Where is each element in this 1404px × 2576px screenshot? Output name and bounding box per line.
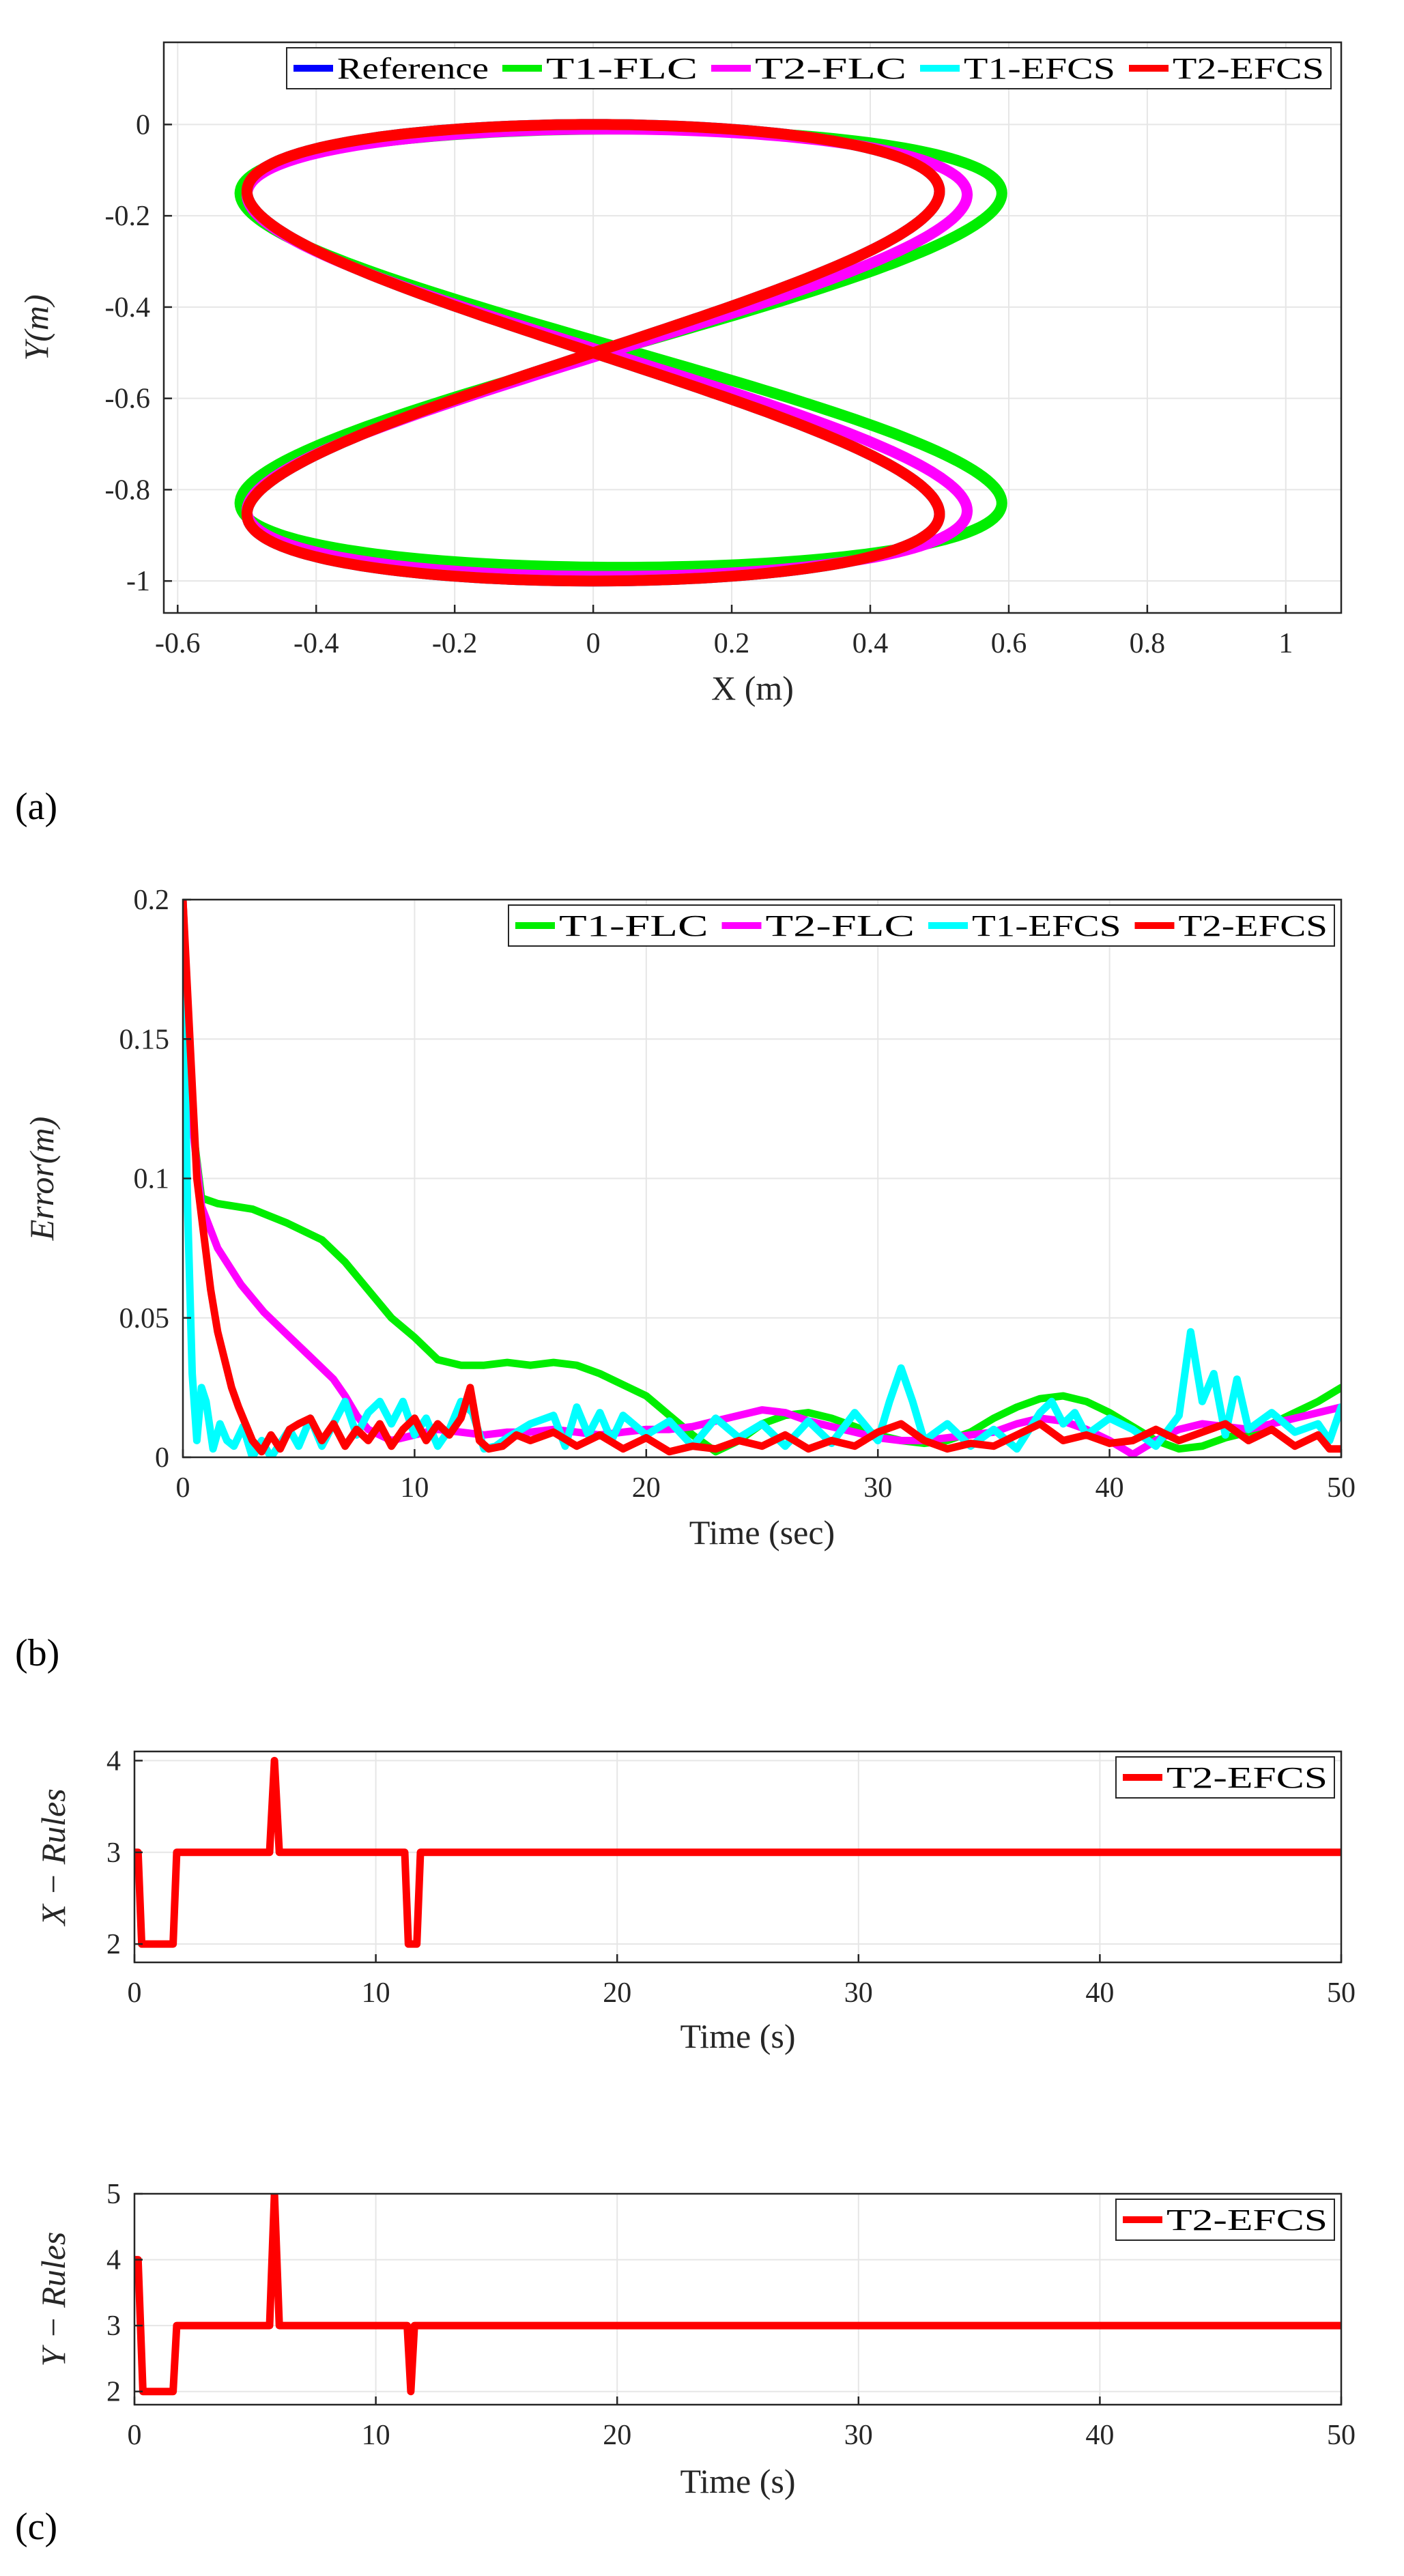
legend-label-t1-flc: T1-FLC	[546, 52, 698, 85]
error-x-axis-label: Time (sec)	[689, 1513, 835, 1551]
y-tick-label: 0.1	[134, 1164, 170, 1195]
y-tick-label: 0.05	[119, 1303, 170, 1334]
panel-label-c: (c)	[15, 2506, 57, 2548]
x-tick-label: 50	[1327, 2420, 1356, 2451]
y-tick-label: 3	[106, 2310, 121, 2342]
y-tick-label: 0	[136, 109, 150, 141]
y-tick-label: -1	[126, 566, 150, 597]
y-tick-label: 3	[106, 1837, 121, 1869]
y-rules-x-axis-label: Time (s)	[680, 2462, 795, 2500]
legend-label-reference: Reference	[337, 52, 489, 85]
x-tick-label: 30	[844, 1977, 873, 2009]
x-tick-label: 50	[1327, 1472, 1356, 1504]
y-tick-label: 4	[106, 2245, 121, 2276]
x-tick-label: 0	[176, 1472, 190, 1504]
x-tick-label: 0	[128, 1977, 142, 2009]
y-rules-legend: T2-EFCS	[1116, 2199, 1334, 2240]
legend-label-t2-flc: T2-FLC	[755, 52, 906, 85]
x-tick-label: 20	[603, 1977, 631, 2009]
trajectory-x-axis-label: X (m)	[711, 669, 794, 707]
x-tick-label: -0.2	[432, 628, 478, 659]
error-y-axis-label: Error(m)	[23, 1117, 61, 1241]
x-tick-label: 0	[128, 2420, 142, 2451]
y-tick-label: -0.2	[105, 201, 151, 232]
panel-label-b: (b)	[15, 1632, 59, 1674]
figure-canvas: (a) (b) (c) -0.6 -0.4 -0.2 0 0.2 0.4 0.6 0.8 10-…	[0, 0, 1404, 2576]
x-tick-label: 40	[1085, 2420, 1114, 2451]
x-tick-label: 10	[400, 1472, 429, 1504]
trajectory-y-axis-label: Y(m)	[17, 294, 55, 360]
x-tick-label: 0.4	[853, 628, 889, 659]
x-rules-y-axis-label: X − Rules	[34, 1788, 72, 1926]
y-tick-label: 5	[106, 2179, 121, 2210]
x-tick-label: 0.2	[714, 628, 750, 659]
x-tick-label: 0.8	[1130, 628, 1166, 659]
y-tick-label: -0.6	[105, 384, 151, 415]
legend-label-t1-efcs: T1-EFCS	[964, 52, 1115, 85]
x-tick-label: 20	[603, 2420, 631, 2451]
x-tick-label: 30	[863, 1472, 892, 1504]
legend-label-t2-flc: T2-FLC	[766, 909, 915, 943]
y-tick-label: 2	[106, 2377, 121, 2408]
legend-label-t2-efcs: T2-EFCS	[1179, 909, 1328, 943]
x-tick-label: 10	[362, 1977, 390, 2009]
error-legend: T1-FLC T2-FLC T1-EFCS T2-EFCS	[508, 905, 1334, 946]
y-tick-label: 4	[106, 1745, 121, 1777]
x-rules-legend: T2-EFCS	[1116, 1757, 1334, 1798]
x-rules-x-axis-label: Time (s)	[680, 2017, 795, 2055]
legend-label-t2-efcs: T2-EFCS	[1166, 2203, 1328, 2237]
legend-label-t2-efcs: T2-EFCS	[1173, 52, 1324, 85]
y-tick-label: 0.15	[119, 1024, 170, 1055]
x-tick-label: 10	[362, 2420, 390, 2451]
y-tick-label: 2	[106, 1929, 121, 1960]
x-tick-label: 0	[586, 628, 601, 659]
x-tick-label: 40	[1095, 1472, 1124, 1504]
x-tick-label: -0.4	[293, 628, 339, 659]
x-tick-label: 1	[1278, 628, 1293, 659]
legend-label-t1-flc: T1-FLC	[559, 909, 708, 943]
panel-label-a: (a)	[15, 786, 57, 828]
x-tick-label: -0.6	[155, 628, 201, 659]
y-rules-y-axis-label: Y − Rules	[34, 2232, 72, 2367]
x-tick-label: 0.6	[991, 628, 1027, 659]
y-tick-label: 0	[155, 1442, 169, 1474]
legend-label-t1-efcs: T1-EFCS	[972, 909, 1121, 943]
y-tick-label: 0.2	[134, 885, 170, 916]
x-tick-label: 50	[1327, 1977, 1356, 2009]
x-tick-label: 20	[632, 1472, 661, 1504]
trajectory-legend: Reference T1-FLC T2-FLC T1-EFCS T2-EFCS	[287, 48, 1331, 89]
legend-label-t2-efcs: T2-EFCS	[1166, 1761, 1328, 1794]
y-tick-label: -0.8	[105, 474, 151, 506]
x-tick-label: 40	[1085, 1977, 1114, 2009]
y-tick-label: -0.4	[105, 292, 151, 324]
x-tick-label: 30	[844, 2420, 873, 2451]
